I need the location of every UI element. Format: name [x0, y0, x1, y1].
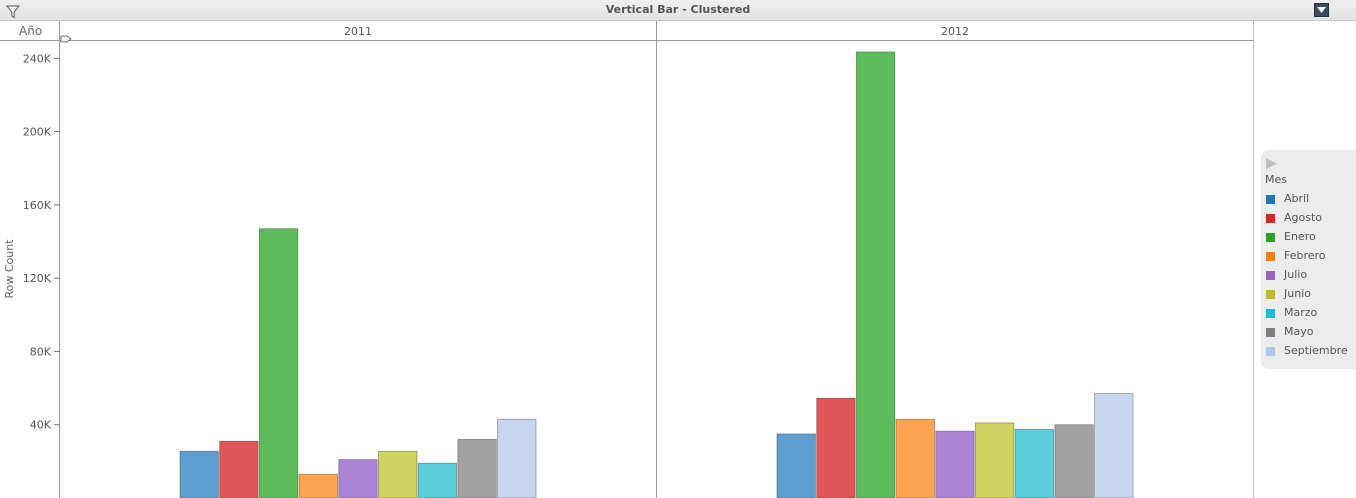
bar-2011-julio	[338, 459, 378, 498]
y-tick-label: 120K	[23, 272, 52, 285]
legend-swatch	[1266, 309, 1275, 318]
legend-swatch	[1266, 195, 1275, 204]
bar-2012-marzo	[1014, 428, 1055, 498]
bar-2011-junio	[378, 450, 418, 498]
legend-swatch	[1266, 328, 1275, 337]
legend-label: Julio	[1284, 268, 1308, 281]
chart-title-bar: Vertical Bar - Clustered	[0, 0, 1356, 21]
legend-label: Marzo	[1284, 306, 1318, 319]
legend-swatch	[1266, 233, 1275, 242]
chart-right-border	[1253, 21, 1254, 498]
bar-2011-febrero	[298, 473, 338, 498]
panel-label-2011: 2011	[344, 25, 372, 38]
legend-swatch	[1266, 271, 1275, 280]
bar-chart: 40K 80K 120K 160K 200K 240K Row Count	[0, 21, 1253, 498]
y-tick-label: 240K	[23, 52, 52, 65]
y-tick-label: 200K	[23, 126, 52, 139]
y-tick-label: 40K	[30, 419, 52, 432]
bar-2011-agosto	[219, 440, 259, 498]
legend-label: Agosto	[1284, 211, 1323, 224]
y-axis-label: Row Count	[3, 239, 16, 299]
bar-2011-septiembre	[497, 418, 537, 498]
filter-icon[interactable]	[5, 4, 21, 19]
bar-2012-enero	[855, 51, 896, 498]
bar-2012-febrero	[895, 418, 935, 498]
bar-2012-agosto	[816, 397, 856, 498]
bar-2011-enero	[258, 228, 299, 498]
legend-swatch	[1266, 347, 1275, 356]
dropdown-menu-icon[interactable]	[1314, 3, 1329, 17]
legend-swatch	[1266, 290, 1275, 299]
legend-label: Abril	[1284, 192, 1310, 205]
chart-area: Año 2011 2012 40K 80K 120K 160K 200K 240K Row …	[0, 21, 1254, 498]
chart-title: Vertical Bar - Clustered	[605, 3, 751, 16]
legend-label: Mayo	[1284, 325, 1314, 338]
bar-2012-junio	[975, 422, 1015, 498]
legend-label: Enero	[1284, 230, 1316, 243]
bar-2012-mayo	[1054, 424, 1094, 498]
bar-2011-mayo	[457, 438, 497, 498]
legend-swatch	[1266, 252, 1275, 261]
y-tick-label: 160K	[23, 199, 52, 212]
bar-2012-septiembre	[1094, 393, 1134, 498]
legend-label: Junio	[1284, 287, 1311, 300]
legend-toggle-arrow-icon[interactable]	[1266, 154, 1277, 173]
legend: Mes Abril Agosto Enero Febrero Julio Junio Mar…	[1261, 150, 1356, 369]
bar-2011-abril	[179, 450, 219, 498]
bar-2011-marzo	[417, 462, 458, 498]
bar-2012-abril	[776, 433, 816, 498]
bar-2012-julio	[935, 430, 975, 498]
panel-label-2012: 2012	[941, 25, 969, 38]
legend-label: Febrero	[1284, 249, 1326, 262]
legend-swatch	[1266, 214, 1275, 223]
y-tick-label: 80K	[30, 345, 52, 358]
legend-label: Septiembre	[1284, 344, 1348, 357]
column-header-title: Año	[19, 24, 43, 38]
panel-marker-icon	[60, 35, 72, 43]
legend-title: Mes	[1265, 173, 1287, 186]
